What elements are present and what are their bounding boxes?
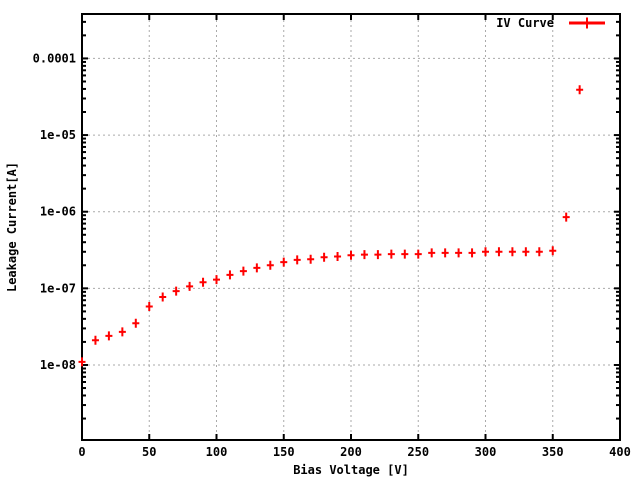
data-point [172, 286, 180, 296]
data-point [441, 248, 449, 258]
legend-series-label: IV Curve [496, 16, 554, 30]
data-point [293, 255, 301, 265]
data-point [118, 327, 126, 337]
x-tick-label: 0 [78, 445, 85, 459]
data-point [239, 266, 247, 276]
data-point [145, 301, 153, 311]
data-point [91, 335, 99, 345]
data-point [253, 263, 261, 273]
data-point [374, 250, 382, 260]
data-point [334, 252, 342, 262]
data-point [159, 292, 167, 302]
data-point [455, 248, 463, 258]
data-series [78, 85, 584, 367]
data-point [414, 249, 422, 259]
data-point [280, 257, 288, 267]
x-tick-label: 400 [609, 445, 631, 459]
y-tick-label: 1e-08 [40, 358, 76, 372]
x-tick-label: 150 [273, 445, 295, 459]
y-tick-label: 1e-05 [40, 128, 76, 142]
legend: IV Curve [496, 16, 607, 30]
tick-labels: 0 50 100 150 200 250 300 350 400 0.0001 1e-05 1e-06… [33, 51, 631, 459]
y-tick-label: 0.0001 [33, 51, 76, 65]
grid-lines [83, 15, 619, 439]
data-point [576, 85, 584, 95]
data-point [213, 275, 220, 285]
data-point [387, 249, 395, 259]
data-point [78, 357, 86, 367]
data-point [132, 318, 140, 328]
x-tick-label: 100 [206, 445, 228, 459]
data-point [535, 247, 543, 257]
data-point [347, 250, 355, 260]
data-point [266, 260, 274, 270]
x-tick-label: 50 [142, 445, 156, 459]
data-point [401, 249, 409, 259]
data-point [360, 250, 368, 260]
y-axis-title: Leakage Current[A] [5, 161, 19, 293]
data-point [508, 247, 516, 257]
x-axis-title: Bias Voltage [V] [293, 463, 409, 477]
x-tick-label: 200 [340, 445, 362, 459]
data-point [549, 246, 557, 256]
y-tick-label: 1e-07 [40, 281, 76, 295]
y-tick-label: 1e-06 [40, 205, 76, 219]
x-tick-label: 250 [407, 445, 429, 459]
data-point [482, 247, 489, 257]
data-point [186, 281, 194, 291]
data-point [468, 248, 476, 258]
data-point [226, 270, 234, 280]
x-tick-label: 350 [542, 445, 564, 459]
legend-line-sample-icon [569, 17, 605, 29]
data-point [495, 247, 503, 257]
x-tick-label: 300 [475, 445, 497, 459]
data-point [199, 277, 207, 287]
data-point [105, 331, 113, 341]
data-point [320, 252, 328, 262]
data-point [428, 248, 436, 258]
data-point [307, 254, 315, 264]
data-point [522, 247, 530, 257]
plot-border [81, 13, 621, 441]
data-point [562, 212, 570, 222]
